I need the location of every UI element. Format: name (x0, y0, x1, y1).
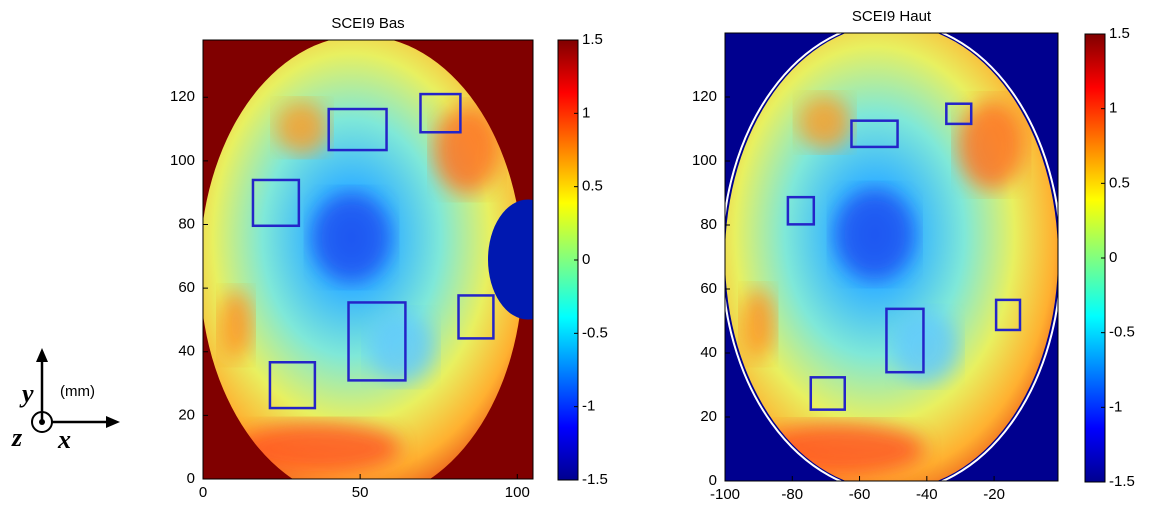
x-tick-label: -40 (916, 486, 938, 503)
x-tick-label: 50 (352, 484, 369, 501)
field (725, 33, 1058, 481)
field-blob (798, 95, 852, 150)
region-box (994, 298, 1022, 332)
x-arrowhead (106, 416, 120, 428)
colorbar-tick-label: 1.5 (582, 31, 603, 48)
heatmap-image (725, 33, 1058, 481)
y-tick-label: 100 (692, 152, 717, 169)
field-blob (434, 105, 500, 194)
field-blob (834, 189, 915, 280)
colorbar-tick-label: -1.5 (1109, 473, 1135, 490)
x-tick-label: -80 (781, 486, 803, 503)
field-blob (741, 288, 775, 361)
region-box (457, 294, 495, 340)
plot-frame (724, 32, 1059, 482)
colorbar-tick-label: -1 (1109, 398, 1122, 415)
y-tick-label: 60 (700, 280, 717, 297)
y-tick-label: 40 (178, 343, 195, 360)
region-box (786, 195, 816, 226)
y-tick-label: 80 (700, 216, 717, 233)
edge-blob (488, 199, 533, 320)
y-tick-label: 120 (692, 88, 717, 105)
region-box (885, 307, 925, 374)
field-blob (275, 101, 329, 155)
region-box (251, 178, 301, 228)
chart-title: SCEI9 Haut (852, 8, 932, 25)
field-blob (891, 310, 959, 383)
heatmap-chart: SCEI9 Haut -100 -80 -60 -40 -20 0 20 40 60 80 100 12… (692, 8, 1135, 503)
y-tick-label: 100 (170, 152, 195, 169)
region-box (945, 102, 973, 126)
colorbar-tick-label: -1.5 (582, 471, 608, 488)
colorbar-tick-label: 0.5 (1109, 174, 1130, 191)
region-box (809, 376, 846, 411)
y-arrowhead (36, 348, 48, 362)
colorbar-tick-label: 0.5 (582, 178, 603, 195)
axes-legend: y (mm) z x (11, 348, 120, 454)
colorbar-tick-label: -0.5 (582, 324, 608, 341)
field (203, 40, 524, 479)
plot-frame (202, 39, 534, 480)
region-box (327, 107, 388, 152)
z-circle (31, 411, 53, 433)
region-box (419, 92, 462, 134)
field-blob (958, 100, 1025, 190)
x-tick-label: 0 (199, 484, 207, 501)
colorbar-tick-label: 0 (582, 251, 590, 268)
chart-title: SCEI9 Bas (331, 15, 404, 32)
z-label: z (11, 423, 23, 452)
colorbar-tick-label: -0.5 (1109, 324, 1135, 341)
y-tick-label: 20 (178, 406, 195, 423)
colorbar-tick-label: 1.5 (1109, 25, 1130, 42)
y-tick-label: 60 (178, 279, 195, 296)
z-dot (39, 419, 45, 425)
field-blob (368, 312, 434, 383)
x-tick-label: -100 (710, 486, 740, 503)
x-tick-label: 100 (505, 484, 530, 501)
x-tick-label: -20 (983, 486, 1005, 503)
y-tick-label: 40 (700, 344, 717, 361)
colorbar-tick-label: -1 (582, 398, 595, 415)
colorbar-tick-label: 1 (1109, 100, 1117, 117)
y-tick-label: 0 (187, 470, 195, 487)
region-box (850, 119, 899, 149)
x-tick-label: -60 (849, 486, 871, 503)
y-tick-label: 120 (170, 88, 195, 105)
region-box (268, 361, 317, 410)
heatmap-image (203, 40, 533, 479)
colorbar-tick-label: 1 (582, 104, 590, 121)
heatmap-chart: SCEI9 Bas 0 50 100 0 20 40 60 80 100 120 -1.5 -1 -0.5… (170, 15, 608, 501)
y-tick-label: 0 (709, 472, 717, 489)
y-tick-label: 20 (700, 408, 717, 425)
unit-label: (mm) (60, 383, 95, 400)
field-blob (219, 290, 253, 361)
field-blob (311, 193, 392, 282)
colorbar-tick-label: 0 (1109, 249, 1117, 266)
y-tick-label: 80 (178, 215, 195, 232)
y-label: y (19, 379, 34, 408)
x-label: x (57, 425, 71, 454)
field-blob (236, 421, 401, 475)
region-box (347, 301, 407, 382)
